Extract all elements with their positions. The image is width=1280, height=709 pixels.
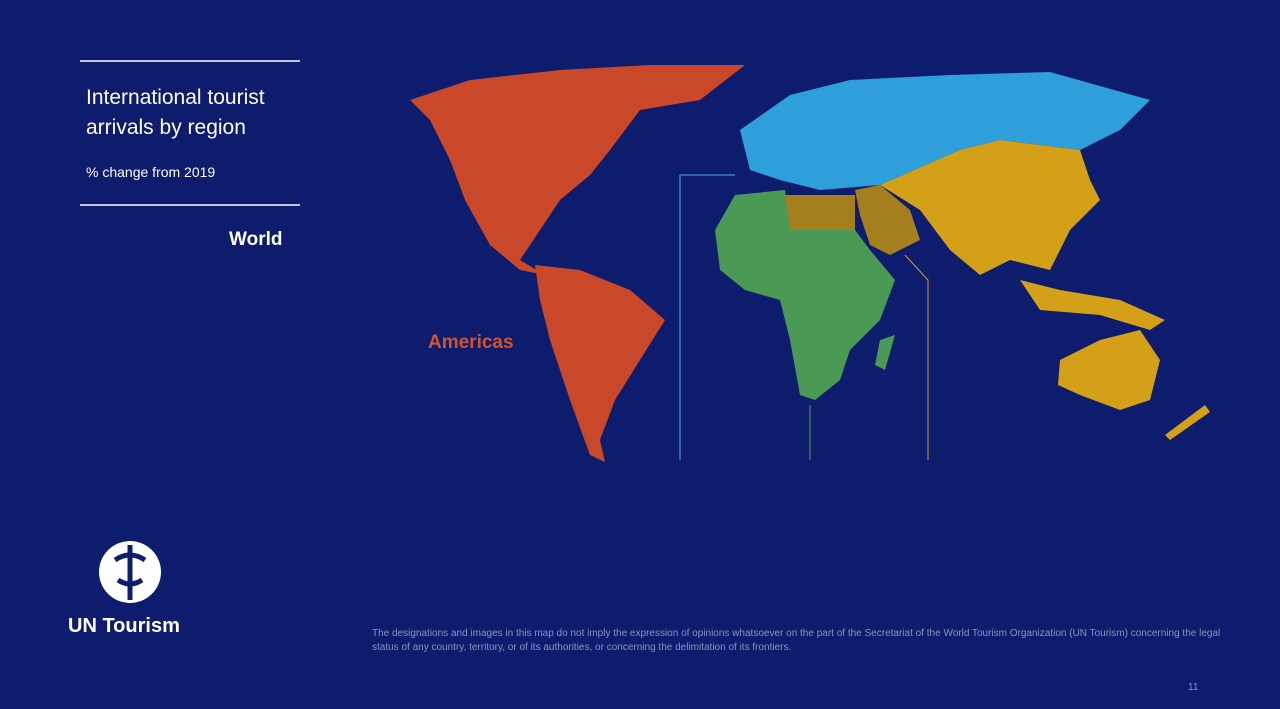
logo-mark [113, 545, 147, 600]
title: International tourist arrivals by region [86, 86, 265, 139]
americas-title: Americas [428, 332, 514, 353]
americas-shape [535, 265, 665, 462]
page-number: 11 [1188, 682, 1199, 693]
asia-pacific-shape [880, 140, 1100, 275]
middle-east-shape [785, 195, 855, 230]
europe-shape [740, 72, 1150, 190]
asia-pacific-shape [1058, 330, 1160, 410]
subtitle: % change from 2019 [86, 164, 216, 180]
middle-east-shape [855, 185, 920, 255]
asia-pacific-shape [1020, 280, 1165, 330]
africa-shape [875, 335, 895, 370]
disclaimer: The designations and images in this map … [372, 628, 1221, 653]
americas-shape [410, 65, 745, 275]
leader-line [904, 254, 929, 460]
world-title: World [229, 229, 283, 250]
logo-text: UN Tourism [68, 615, 180, 637]
africa-shape [715, 190, 895, 400]
asia-pacific-shape [1165, 405, 1210, 440]
leader-line [679, 174, 735, 460]
